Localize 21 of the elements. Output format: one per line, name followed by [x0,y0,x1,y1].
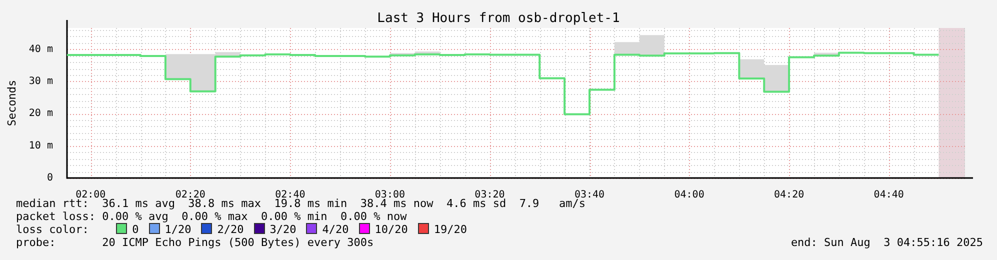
legend-label: 1/20 [164,223,192,236]
legend-label: 19/20 [432,223,467,236]
y-tick-label: 0 [46,172,53,184]
legend-label: 10/20 [374,223,408,236]
text: packet loss: 0.00 % avg 0.00 % max 0.00 % min 0.00 % now [16,210,407,223]
legend-title: loss color: [16,223,90,236]
legend-label: 4/20 [321,223,349,236]
legend-label: 2/20 [216,223,244,236]
x-tick-label: 04:20 [774,190,804,201]
y-tick-label: 20 m [28,108,53,120]
legend-label: 3/20 [268,223,296,236]
x-tick-label: 04:00 [674,190,704,201]
text: end: Sun Aug 3 04:55:16 2025 [790,236,983,249]
text: probe: 20 ICMP Echo Pings (500 Bytes) every 300s [16,236,374,249]
y-tick-label: 30 m [28,76,53,88]
y-axis-title: Seconds [6,80,18,126]
y-tick-label: 10 m [28,140,53,152]
legend-label: 0 [131,223,139,236]
chart-title: Last 3 Hours from osb-droplet-1 [376,11,621,26]
x-tick-label: 04:40 [874,190,904,201]
y-tick-label: 40 m [28,44,53,55]
